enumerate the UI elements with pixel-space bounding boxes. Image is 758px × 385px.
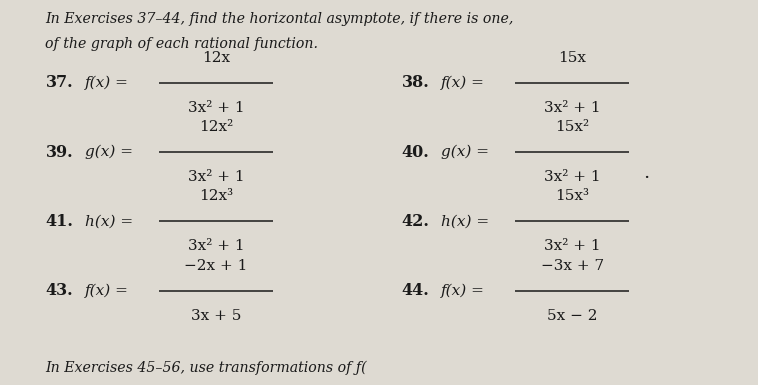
- Text: 37.: 37.: [45, 74, 73, 91]
- Text: 3x² + 1: 3x² + 1: [544, 239, 600, 253]
- Text: g(x) =: g(x) =: [85, 145, 133, 159]
- Text: 15x³: 15x³: [556, 189, 589, 203]
- Text: 15x²: 15x²: [555, 120, 590, 134]
- Text: −3x + 7: −3x + 7: [540, 259, 604, 273]
- Text: 3x + 5: 3x + 5: [191, 309, 241, 323]
- Text: of the graph of each rational function.: of the graph of each rational function.: [45, 37, 318, 50]
- Text: f(x) =: f(x) =: [441, 283, 485, 298]
- Text: 5x − 2: 5x − 2: [547, 309, 597, 323]
- Text: −2x + 1: −2x + 1: [184, 259, 248, 273]
- Text: 44.: 44.: [402, 282, 430, 299]
- Text: 40.: 40.: [402, 144, 430, 161]
- Text: 12x²: 12x²: [199, 120, 233, 134]
- Text: 38.: 38.: [402, 74, 430, 91]
- Text: 3x² + 1: 3x² + 1: [544, 170, 600, 184]
- Text: 41.: 41.: [45, 213, 74, 230]
- Text: 39.: 39.: [45, 144, 73, 161]
- Text: 3x² + 1: 3x² + 1: [188, 101, 244, 115]
- Text: 3x² + 1: 3x² + 1: [544, 101, 600, 115]
- Text: In Exercises 37–44, find the horizontal asymptote, if there is one,: In Exercises 37–44, find the horizontal …: [45, 12, 514, 25]
- Text: f(x) =: f(x) =: [85, 283, 129, 298]
- Text: g(x) =: g(x) =: [441, 145, 489, 159]
- Text: 43.: 43.: [45, 282, 73, 299]
- Text: 42.: 42.: [402, 213, 430, 230]
- Text: h(x) =: h(x) =: [441, 214, 489, 228]
- Text: 15x: 15x: [559, 51, 586, 65]
- Text: 3x² + 1: 3x² + 1: [188, 239, 244, 253]
- Text: 12x³: 12x³: [199, 189, 233, 203]
- Text: 3x² + 1: 3x² + 1: [188, 170, 244, 184]
- Text: 12x: 12x: [202, 51, 230, 65]
- Text: f(x) =: f(x) =: [441, 75, 485, 90]
- Text: In Exercises 45–56, use transformations of ƒ(: In Exercises 45–56, use transformations …: [45, 361, 367, 375]
- Text: h(x) =: h(x) =: [85, 214, 133, 228]
- Text: .: .: [643, 164, 649, 182]
- Text: f(x) =: f(x) =: [85, 75, 129, 90]
